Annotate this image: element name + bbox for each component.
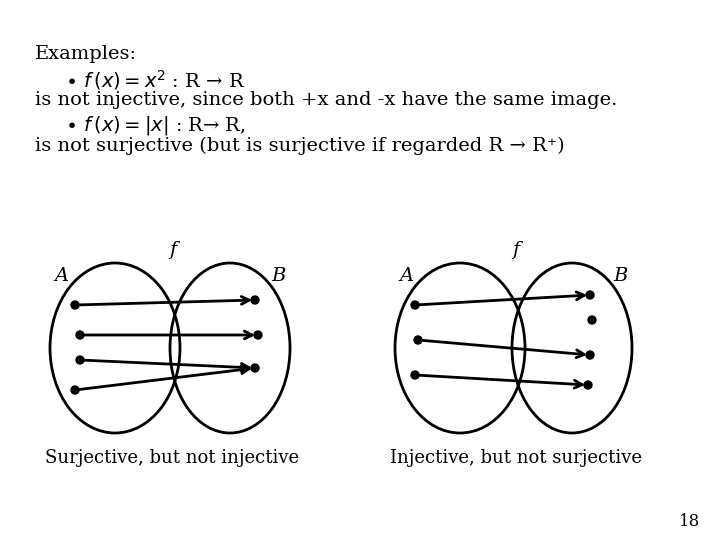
Text: f: f bbox=[513, 241, 520, 259]
Text: f: f bbox=[169, 241, 176, 259]
Text: $\bullet$ $f\,(x)=x^2$ : R → R: $\bullet$ $f\,(x)=x^2$ : R → R bbox=[65, 68, 246, 92]
Circle shape bbox=[584, 381, 592, 389]
Circle shape bbox=[411, 301, 419, 309]
Circle shape bbox=[71, 386, 79, 394]
Circle shape bbox=[586, 291, 594, 299]
Text: A: A bbox=[399, 267, 413, 285]
Text: Surjective, but not injective: Surjective, but not injective bbox=[45, 449, 300, 467]
Circle shape bbox=[76, 356, 84, 364]
Text: $\bullet$ $f\,(x) = |x|$ : R→ R,: $\bullet$ $f\,(x) = |x|$ : R→ R, bbox=[65, 114, 246, 137]
Circle shape bbox=[251, 364, 259, 372]
Circle shape bbox=[251, 296, 259, 304]
Circle shape bbox=[254, 331, 262, 339]
Text: B: B bbox=[613, 267, 628, 285]
Circle shape bbox=[71, 301, 79, 309]
Circle shape bbox=[414, 336, 422, 344]
Text: Examples:: Examples: bbox=[35, 45, 137, 63]
Circle shape bbox=[586, 351, 594, 359]
Circle shape bbox=[76, 331, 84, 339]
Text: Injective, but not surjective: Injective, but not surjective bbox=[390, 449, 642, 467]
Text: A: A bbox=[54, 267, 68, 285]
Circle shape bbox=[588, 316, 596, 324]
Text: is not injective, since both +x and -x have the same image.: is not injective, since both +x and -x h… bbox=[35, 91, 617, 109]
Circle shape bbox=[411, 371, 419, 379]
Text: 18: 18 bbox=[679, 513, 700, 530]
Text: is not surjective (but is surjective if regarded R → R⁺): is not surjective (but is surjective if … bbox=[35, 137, 564, 156]
Text: B: B bbox=[271, 267, 286, 285]
